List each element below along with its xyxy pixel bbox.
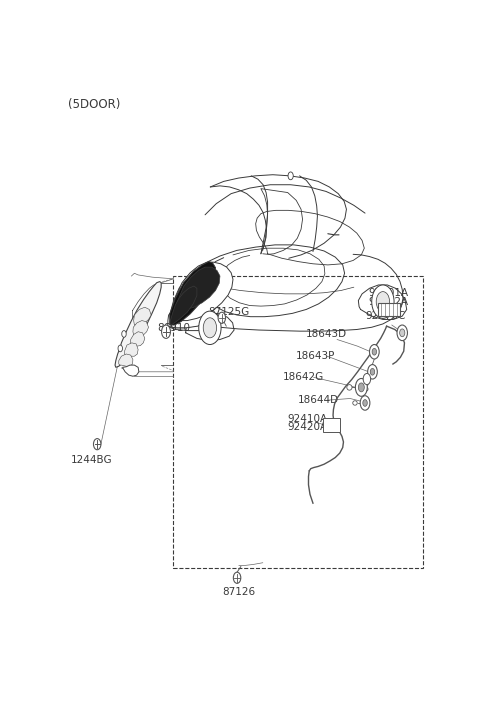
Circle shape	[363, 400, 367, 406]
Ellipse shape	[353, 401, 357, 405]
Circle shape	[359, 383, 364, 392]
Polygon shape	[119, 354, 133, 367]
Text: 92420A: 92420A	[287, 422, 327, 432]
Circle shape	[368, 364, 377, 379]
Text: 92402A: 92402A	[369, 296, 409, 307]
Text: 87126: 87126	[222, 586, 255, 596]
Polygon shape	[168, 304, 209, 328]
Text: (5DOOR): (5DOOR)	[68, 98, 120, 111]
FancyBboxPatch shape	[323, 418, 340, 432]
Bar	[378, 303, 400, 316]
Polygon shape	[133, 320, 148, 336]
Text: 87125G: 87125G	[209, 307, 250, 317]
Circle shape	[370, 369, 375, 375]
Text: 1244BG: 1244BG	[71, 455, 113, 465]
Text: 18643P: 18643P	[296, 351, 335, 362]
Text: 18644D: 18644D	[298, 395, 339, 405]
Polygon shape	[168, 264, 216, 328]
Circle shape	[397, 325, 408, 341]
Polygon shape	[124, 343, 138, 356]
Polygon shape	[122, 365, 139, 376]
Circle shape	[118, 345, 122, 352]
Circle shape	[372, 348, 377, 355]
Circle shape	[94, 439, 101, 450]
Circle shape	[376, 291, 390, 312]
Text: 92470C: 92470C	[365, 311, 406, 320]
Circle shape	[360, 395, 370, 410]
Circle shape	[363, 374, 371, 385]
Circle shape	[199, 311, 221, 345]
Polygon shape	[170, 286, 197, 325]
Circle shape	[233, 572, 241, 583]
Text: 86910: 86910	[157, 322, 190, 333]
Circle shape	[288, 172, 293, 180]
Text: 18642G: 18642G	[283, 372, 324, 382]
Polygon shape	[177, 267, 220, 309]
Polygon shape	[170, 262, 216, 325]
Circle shape	[122, 330, 126, 337]
Polygon shape	[173, 262, 233, 320]
Ellipse shape	[363, 387, 368, 391]
Circle shape	[400, 329, 405, 337]
Circle shape	[372, 285, 394, 318]
Text: 92401A: 92401A	[369, 288, 409, 298]
Circle shape	[218, 312, 226, 323]
Polygon shape	[115, 281, 161, 367]
Circle shape	[370, 345, 379, 359]
Circle shape	[203, 318, 216, 338]
Circle shape	[162, 325, 170, 338]
Ellipse shape	[368, 369, 373, 373]
Ellipse shape	[347, 385, 352, 390]
Text: 92410A: 92410A	[287, 414, 327, 424]
Bar	[173, 276, 423, 568]
Polygon shape	[133, 307, 151, 325]
Text: 18643D: 18643D	[305, 330, 347, 340]
Polygon shape	[130, 332, 145, 346]
Circle shape	[355, 378, 367, 396]
